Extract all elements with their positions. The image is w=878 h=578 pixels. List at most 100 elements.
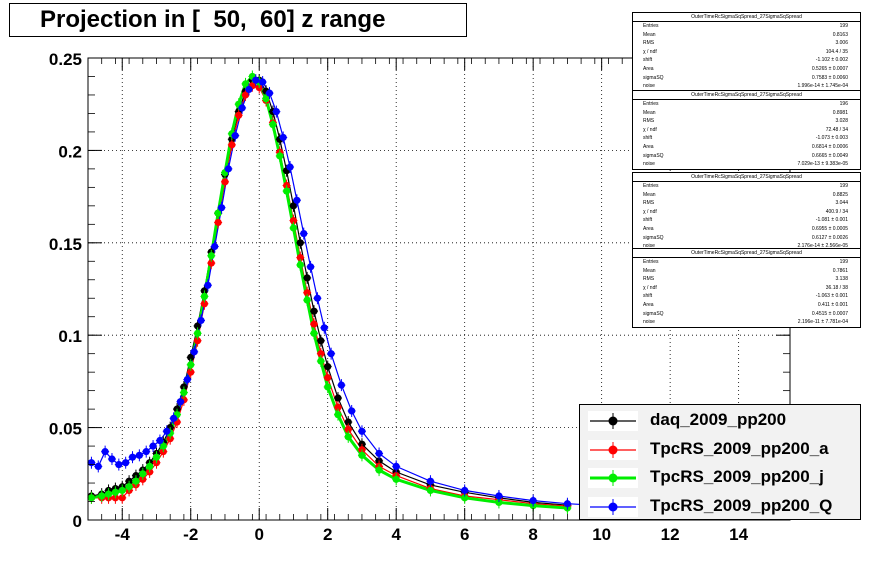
data-point bbox=[279, 131, 288, 144]
stat-row: RMS 3.006 bbox=[633, 39, 860, 48]
stat-value: 0.8825 bbox=[832, 191, 848, 198]
stat-row: shift -1.102 ± 0.002 bbox=[633, 56, 860, 65]
stat-box-title: OuterTimeRcSigmaSqSpread_27SigmaSqSpread bbox=[633, 13, 860, 22]
data-point bbox=[306, 260, 315, 273]
stat-key: shift bbox=[643, 217, 653, 224]
stat-value: 0.5265 ± 0.0007 bbox=[811, 65, 848, 72]
legend-entry: daq_2009_pp200 bbox=[580, 407, 860, 435]
data-point bbox=[392, 460, 401, 473]
legend-entry: TpcRS_2009_pp200_j bbox=[580, 464, 860, 492]
x-tick-label: 8 bbox=[528, 525, 537, 544]
stat-row: χ / ndf 400.9 / 34 bbox=[633, 208, 860, 217]
stat-key: Area bbox=[643, 143, 654, 150]
data-point bbox=[316, 334, 325, 347]
stat-value: 2.176e-14 ± 2.566e-05 bbox=[797, 243, 848, 250]
axis-tick-labels: -4 -2 0 2 4 6 8 10 12 14 0 0.05 0.1 0.15 0.2 0.25 bbox=[49, 50, 749, 544]
data-point bbox=[87, 491, 96, 504]
stat-value: 199 bbox=[839, 259, 848, 265]
data-point bbox=[316, 355, 325, 368]
stat-row: noise 7.029e-13 ± 9.383e-05 bbox=[633, 160, 860, 169]
data-point bbox=[292, 194, 301, 207]
stat-box: OuterTimeRcSigmaSqSpread_27SigmaSqSpread… bbox=[632, 248, 861, 328]
stat-row: RMS 3.044 bbox=[633, 199, 860, 208]
stat-row: χ / ndf 72.48 / 34 bbox=[633, 126, 860, 135]
stat-value: 0.411 ± 0.001 bbox=[817, 301, 848, 308]
x-tick-label: -4 bbox=[115, 525, 131, 544]
data-point bbox=[289, 222, 298, 235]
data-point bbox=[347, 404, 356, 417]
stat-key: χ / ndf bbox=[643, 284, 657, 291]
stat-key: Area bbox=[643, 65, 654, 72]
data-point bbox=[169, 412, 178, 425]
data-point bbox=[152, 451, 161, 464]
data-point bbox=[310, 318, 319, 331]
data-point bbox=[94, 460, 103, 473]
stat-value: 0.8163 bbox=[832, 31, 848, 38]
data-point bbox=[210, 240, 219, 253]
data-point bbox=[563, 497, 572, 510]
data-point bbox=[426, 484, 435, 497]
stat-box-title: OuterTimeRcSigmaSqSpread_27SigmaSqSpread bbox=[633, 249, 860, 258]
stat-value: 0.6665 ± 0.0049 bbox=[811, 152, 848, 159]
data-point bbox=[375, 447, 384, 460]
stat-row: Entries 199 bbox=[633, 258, 860, 267]
y-tick-label: 0.1 bbox=[58, 327, 82, 346]
data-point bbox=[224, 162, 233, 175]
legend-label: daq_2009_pp200 bbox=[650, 410, 787, 429]
data-point bbox=[323, 380, 332, 393]
data-point bbox=[217, 201, 226, 214]
data-point bbox=[179, 386, 188, 399]
legend-label: TpcRS_2009_pp200_a bbox=[650, 438, 829, 458]
data-point bbox=[87, 456, 96, 469]
y-tick-label: 0.25 bbox=[49, 50, 82, 69]
stat-value: 0.7583 ± 0.0060 bbox=[811, 74, 848, 81]
stat-key: noise bbox=[643, 83, 655, 90]
data-point bbox=[265, 87, 274, 100]
x-tick-label: 10 bbox=[592, 525, 611, 544]
stat-row: χ / ndf 104.4 / 35 bbox=[633, 48, 860, 57]
data-point bbox=[190, 345, 199, 358]
data-point bbox=[200, 290, 209, 303]
stat-row: Mean 0.7861 bbox=[633, 267, 860, 276]
stat-row: shift -1.073 ± 0.003 bbox=[633, 134, 860, 143]
data-point bbox=[323, 360, 332, 373]
plot-title-box: Projection in [ 50, 60] z range bbox=[9, 3, 467, 37]
data-point bbox=[214, 207, 223, 220]
stat-key: χ / ndf bbox=[643, 126, 657, 133]
stat-row: Entries 196 bbox=[633, 100, 860, 109]
x-tick-label: 4 bbox=[391, 525, 401, 544]
data-point bbox=[262, 92, 271, 105]
stat-value: 1.996e-14 ± 1.745e-04 bbox=[797, 83, 848, 90]
stat-value: 3.138 bbox=[835, 276, 848, 283]
data-point bbox=[357, 449, 366, 462]
data-point bbox=[111, 486, 120, 499]
stat-key: shift bbox=[643, 57, 653, 64]
stat-key: Entries bbox=[643, 23, 659, 29]
data-point bbox=[203, 279, 212, 292]
data-point bbox=[268, 118, 277, 131]
legend: daq_2009_pp200 TpcRS_2009_pp200_a TpcRS_20… bbox=[579, 404, 861, 520]
stat-row: shift -1.063 ± 0.001 bbox=[633, 292, 860, 301]
stat-key: shift bbox=[643, 135, 653, 142]
stat-value: -1.063 ± 0.001 bbox=[815, 293, 848, 300]
stat-row: Mean 0.8825 bbox=[633, 191, 860, 200]
stat-key: χ / ndf bbox=[643, 208, 657, 215]
stat-key: noise bbox=[643, 243, 655, 250]
stat-row: Entries 199 bbox=[633, 182, 860, 191]
data-point bbox=[392, 473, 401, 486]
data-point bbox=[135, 449, 144, 462]
data-point bbox=[231, 129, 240, 142]
stat-key: sigmaSQ bbox=[643, 310, 664, 317]
data-point bbox=[114, 458, 123, 471]
stat-row: noise 1.996e-14 ± 1.745e-04 bbox=[633, 82, 860, 91]
data-point bbox=[251, 74, 260, 87]
data-point bbox=[145, 460, 154, 473]
stat-row: noise 2.176e-14 ± 2.566e-05 bbox=[633, 242, 860, 251]
data-point bbox=[118, 484, 127, 497]
data-point bbox=[241, 88, 250, 101]
data-point bbox=[375, 464, 384, 477]
stat-value: 196 bbox=[839, 101, 848, 107]
stat-value: -1.081 ± 0.001 bbox=[815, 217, 848, 224]
data-point bbox=[282, 185, 291, 198]
stat-key: Entries bbox=[643, 101, 659, 107]
